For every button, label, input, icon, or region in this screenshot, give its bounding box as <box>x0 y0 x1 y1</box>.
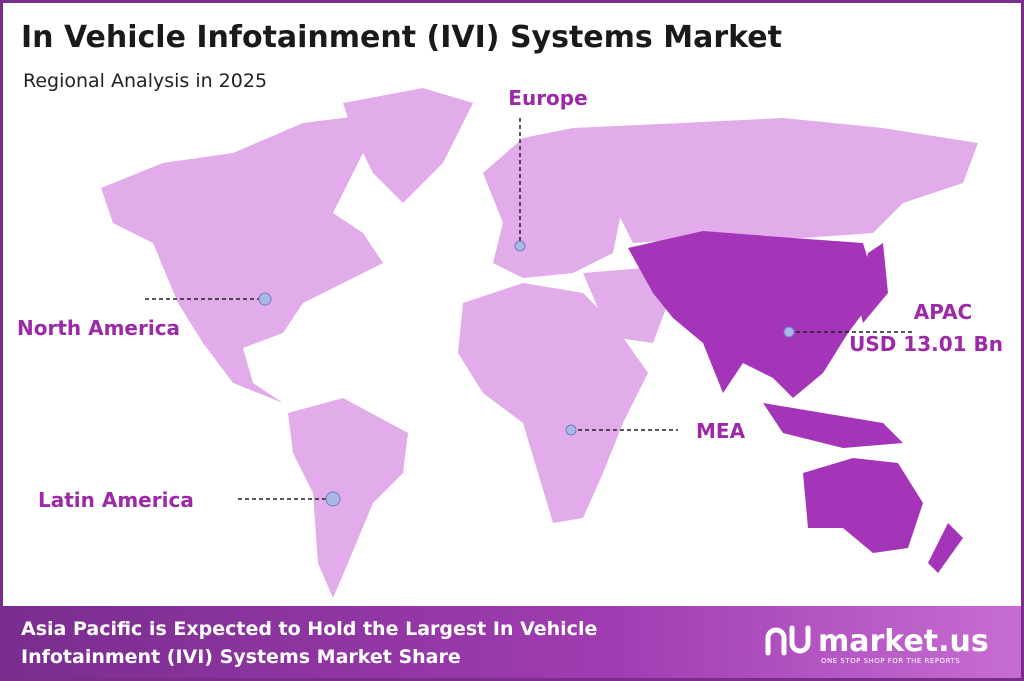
subtitle: Regional Analysis in 2025 <box>23 70 267 92</box>
footer-text: Asia Pacific is Expected to Hold the Lar… <box>21 618 597 640</box>
south-america <box>288 398 408 598</box>
title: In Vehicle Infotainment (IVI) Systems Ma… <box>21 20 782 55</box>
region-label: APAC <box>914 300 972 324</box>
apac-region <box>628 231 963 573</box>
footer-band <box>3 606 1021 678</box>
africa <box>458 283 648 523</box>
region-label: Latin America <box>38 488 194 512</box>
marker-europe <box>514 240 526 252</box>
new-zealand <box>928 523 963 573</box>
north-america <box>101 113 383 403</box>
japan <box>858 243 888 323</box>
logo-tagline: ONE STOP SHOP FOR THE REPORTS <box>821 657 960 665</box>
marker-north-america <box>258 292 272 306</box>
logo-text: market.us <box>818 624 989 659</box>
region-value: USD 13.01 Bn <box>849 332 1003 356</box>
map-graphic: In Vehicle Infotainment (IVI) Systems Ma… <box>3 20 1021 678</box>
greenland <box>343 88 473 203</box>
north-asia <box>573 118 978 243</box>
marker-mea <box>565 424 577 436</box>
marker-apac <box>783 326 795 338</box>
europe <box>483 128 623 278</box>
marker-latin-america <box>325 491 341 507</box>
middle-east <box>583 268 668 343</box>
region-label: MEA <box>696 419 746 443</box>
asia-pacific <box>628 231 878 398</box>
logo-icon <box>765 625 811 656</box>
footer-text: Infotainment (IVI) Systems Market Share <box>21 646 461 668</box>
region-label: Europe <box>508 86 587 110</box>
leader-lines <box>145 118 913 507</box>
indonesia <box>763 403 903 448</box>
australia <box>803 458 923 553</box>
region-label: North America <box>17 316 180 340</box>
continents <box>101 88 978 598</box>
